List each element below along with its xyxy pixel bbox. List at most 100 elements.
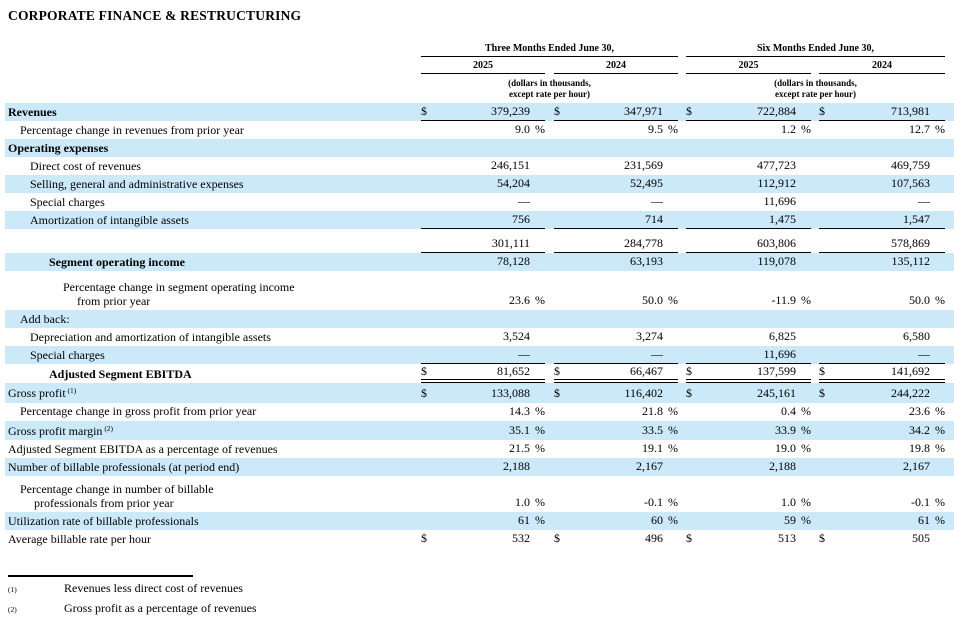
value-cell: 6,825 bbox=[686, 329, 811, 346]
value-cell: 61% bbox=[819, 513, 945, 530]
units-note-line: except rate per hour) bbox=[774, 88, 857, 99]
cell-value: 469,759 bbox=[891, 158, 930, 172]
footnote-marker: (2) bbox=[102, 423, 114, 433]
cell-value: 107,563 bbox=[891, 176, 930, 190]
currency-symbol: $ bbox=[421, 104, 427, 118]
value-cell: 578,869 bbox=[819, 236, 945, 253]
row-label: Gross profit (1) bbox=[8, 386, 77, 400]
currency-symbol: $ bbox=[686, 531, 692, 545]
cell-value: 6,580 bbox=[903, 329, 930, 343]
year-header: 2025 bbox=[686, 58, 811, 74]
value-cell: $245,161 bbox=[686, 386, 811, 403]
cell-value: 35.1 bbox=[509, 423, 530, 437]
row-label: Segment operating income bbox=[49, 254, 185, 269]
value-cell: 21.8% bbox=[554, 404, 678, 421]
cell-value: — bbox=[918, 347, 930, 361]
cell-value: 19.0 bbox=[775, 441, 796, 455]
value-cell: — bbox=[554, 347, 678, 364]
cell-value: 2,188 bbox=[503, 459, 530, 473]
unit-symbol: % bbox=[535, 513, 545, 527]
row-label: Add back: bbox=[20, 311, 70, 326]
value-cell: 33.9% bbox=[686, 423, 811, 440]
cell-value: 54,204 bbox=[497, 176, 530, 190]
value-cell: $713,981 bbox=[819, 104, 945, 121]
cell-value: 603,806 bbox=[757, 236, 796, 250]
value-cell: 63,193 bbox=[554, 254, 678, 271]
value-cell: 21.5% bbox=[421, 441, 545, 458]
footnote-marker: (1) bbox=[65, 386, 77, 395]
row-label: Operating expenses bbox=[8, 140, 109, 155]
table-row: Gross profit (1) $133,088 $116,402 $245,161… bbox=[5, 383, 954, 403]
unit-symbol: % bbox=[535, 293, 545, 307]
cell-value: 477,723 bbox=[757, 158, 796, 172]
unit-symbol: % bbox=[535, 495, 545, 509]
cell-value: 1,475 bbox=[769, 212, 796, 226]
cell-value: 14.3 bbox=[509, 403, 530, 418]
value-cell: 135,112 bbox=[819, 254, 945, 271]
cell-value: 135,112 bbox=[891, 254, 930, 268]
table-row: Percentage change in gross profit from p… bbox=[5, 403, 954, 421]
value-cell: 78,128 bbox=[421, 254, 545, 271]
value-cell: 284,778 bbox=[554, 236, 678, 253]
value-cell bbox=[819, 326, 945, 328]
table-row: Add back: bbox=[5, 310, 954, 328]
unit-symbol: % bbox=[801, 441, 811, 455]
value-cell: 714 bbox=[554, 212, 678, 229]
cell-value: 141,692 bbox=[891, 364, 930, 378]
cell-value: 532 bbox=[512, 531, 530, 545]
cell-value: 12.7 bbox=[909, 122, 930, 136]
value-cell bbox=[421, 326, 545, 328]
table-row: Segment operating income 78,128 63,193 119,… bbox=[5, 253, 954, 271]
row-label bbox=[5, 250, 421, 253]
value-cell: 1.0% bbox=[421, 495, 545, 512]
value-cell: 19.0% bbox=[686, 441, 811, 458]
table-row: Revenues $379,239 $347,971 $722,884 $713,981 bbox=[5, 103, 954, 121]
table-row: Adjusted Segment EBITDA as a percentage … bbox=[5, 440, 954, 458]
row-label: Percentage change in gross profit from p… bbox=[20, 404, 257, 418]
value-cell: $347,971 bbox=[554, 104, 678, 121]
page-title: CORPORATE FINANCE & RESTRUCTURING bbox=[8, 8, 302, 23]
cell-value: 60 bbox=[651, 513, 663, 527]
value-cell: 0.4% bbox=[686, 404, 811, 421]
cell-value: 133,088 bbox=[491, 385, 530, 400]
table-row: Selling, general and administrative expe… bbox=[5, 175, 954, 193]
table-row: Utilization rate of billable professiona… bbox=[5, 512, 954, 530]
footnote: (1) Revenues less direct cost of revenues bbox=[8, 581, 954, 597]
unit-symbol: % bbox=[801, 423, 811, 437]
units-note-line: except rate per hour) bbox=[508, 88, 591, 99]
cell-value: 81,652 bbox=[497, 364, 530, 378]
value-cell: 603,806 bbox=[686, 236, 811, 253]
cell-value: 21.5 bbox=[509, 441, 530, 455]
value-cell: — bbox=[421, 194, 545, 211]
cell-value: 63,193 bbox=[630, 254, 663, 268]
cell-value: 33.9 bbox=[775, 423, 796, 437]
table-row: Amortization of intangible assets 756 714 1… bbox=[5, 211, 954, 229]
cell-value: 756 bbox=[512, 212, 530, 226]
cell-value: 244,222 bbox=[891, 385, 930, 400]
row-label: Gross profit margin (2) bbox=[8, 423, 114, 438]
cell-value: 513 bbox=[778, 531, 796, 545]
table-row: Special charges — — 11,696 — bbox=[5, 346, 954, 364]
cell-value: 245,161 bbox=[757, 385, 796, 400]
cell-value: 61 bbox=[518, 513, 530, 527]
year-header: 2025 bbox=[421, 58, 545, 74]
col-group-three-months: Three Months Ended June 30, bbox=[421, 43, 678, 57]
cell-value: 33.5 bbox=[642, 423, 663, 437]
unit-symbol: % bbox=[668, 122, 678, 136]
cell-value: 284,778 bbox=[624, 236, 663, 250]
value-cell: 9.0% bbox=[421, 122, 545, 139]
value-cell: 9.5% bbox=[554, 122, 678, 139]
currency-symbol: $ bbox=[421, 531, 427, 545]
value-cell: 23.6% bbox=[421, 293, 545, 310]
value-cell: 477,723 bbox=[686, 158, 811, 175]
value-cell: $116,402 bbox=[554, 386, 678, 403]
units-note-line: (dollars in thousands, bbox=[774, 78, 857, 88]
value-cell: -0.1% bbox=[554, 495, 678, 512]
unit-symbol: % bbox=[801, 513, 811, 527]
value-cell: 23.6% bbox=[819, 404, 945, 421]
row-label: Utilization rate of billable professiona… bbox=[8, 513, 199, 528]
row-label: Number of billable professionals (at per… bbox=[8, 459, 240, 474]
currency-symbol: $ bbox=[819, 531, 825, 545]
cell-value: — bbox=[518, 194, 530, 208]
unit-symbol: % bbox=[535, 423, 545, 437]
